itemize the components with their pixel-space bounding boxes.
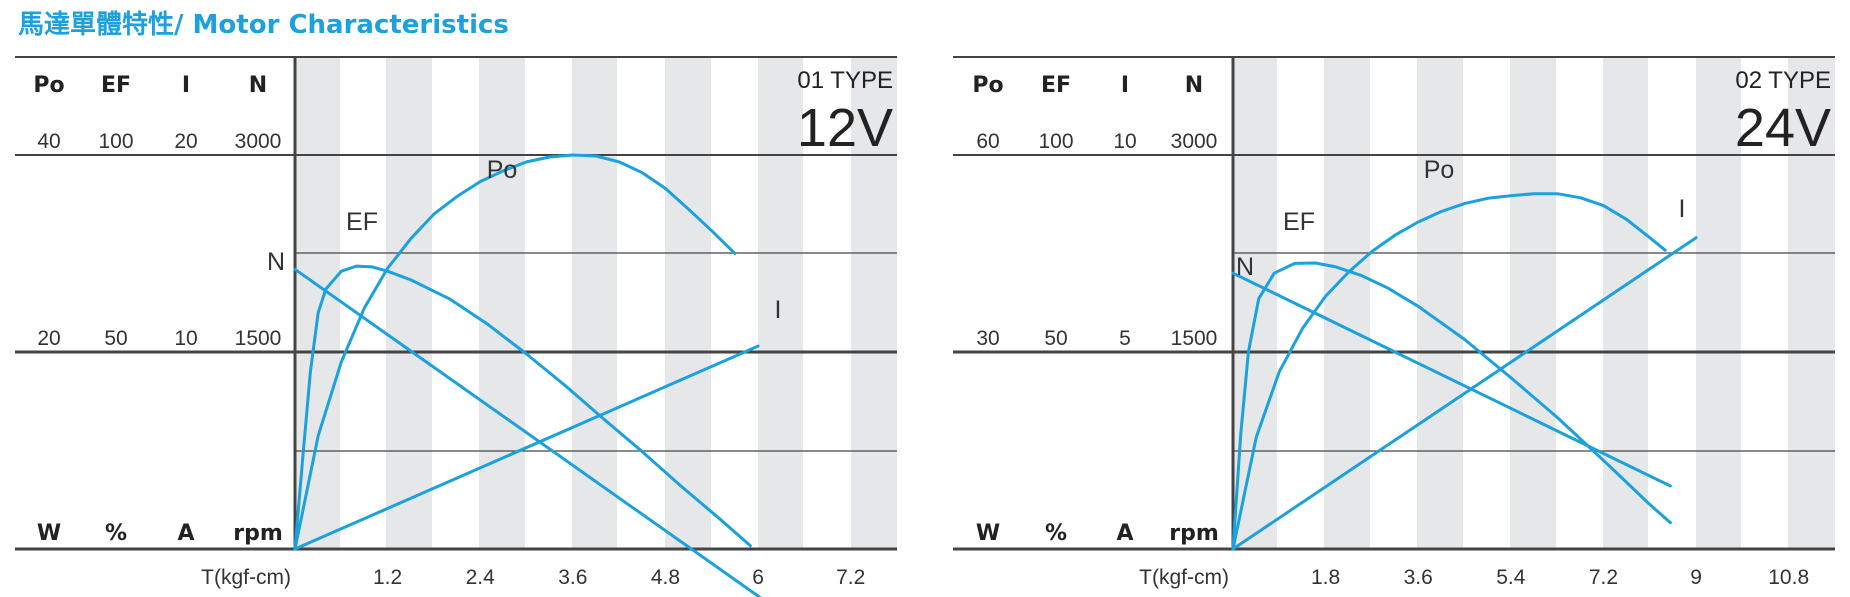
axis-header-po: Po	[972, 73, 1003, 98]
axis-mid-po: 30	[976, 327, 999, 350]
page-title: 馬達單體特性/ Motor Characteristics	[18, 10, 509, 40]
axis-max-n: 3000	[1171, 130, 1218, 153]
series-n-line	[293, 267, 763, 597]
grid-band	[1510, 57, 1556, 549]
type-label: 01 TYPE	[797, 67, 893, 94]
grid-band	[479, 57, 525, 549]
axis-mid-ef: 50	[104, 327, 127, 350]
axis-max-po: 40	[37, 130, 60, 153]
grid-band	[386, 57, 432, 549]
axis-unit-n: rpm	[233, 521, 283, 546]
x-tick-label: 6	[752, 566, 764, 589]
axis-unit-i: A	[1116, 521, 1133, 546]
x-tick-label: 7.2	[1589, 566, 1618, 589]
axis-unit-ef: %	[105, 521, 127, 546]
axis-unit-ef: %	[1045, 521, 1067, 546]
axis-max-po: 60	[976, 130, 999, 153]
axis-mid-po: 20	[37, 327, 60, 350]
grid-band	[572, 57, 617, 549]
type-label: 02 TYPE	[1735, 67, 1831, 94]
axis-unit-po: W	[37, 521, 61, 546]
series-i-line	[1231, 236, 1698, 551]
axis-max-i: 10	[1113, 130, 1136, 153]
series-i-label: I	[1679, 195, 1686, 223]
series-n-label: N	[1236, 253, 1254, 281]
x-tick-label: 4.8	[651, 566, 680, 589]
axis-mid-i: 10	[174, 327, 197, 350]
series-ef-label: EF	[346, 208, 378, 236]
series-ef-line	[1231, 261, 1672, 551]
axis-max-ef: 100	[98, 130, 133, 153]
series-po-label: Po	[487, 156, 518, 184]
x-axis-label: T(kgf-cm)	[201, 566, 291, 589]
series-i-line	[293, 344, 760, 551]
series-po-line	[293, 153, 737, 551]
axis-max-n: 3000	[235, 130, 282, 153]
grid-band	[1417, 57, 1463, 549]
x-axis-label: T(kgf-cm)	[1139, 566, 1229, 589]
x-tick-label: 1.2	[373, 566, 402, 589]
grid-band	[758, 57, 803, 549]
axis-unit-i: A	[177, 521, 194, 546]
axis-header-i: I	[1121, 73, 1129, 98]
x-tick-label: 7.2	[836, 566, 865, 589]
axis-header-n: N	[249, 73, 267, 98]
x-tick-label: 2.4	[466, 566, 496, 589]
axis-max-ef: 100	[1038, 130, 1073, 153]
grid-band	[1696, 57, 1741, 549]
axis-header-ef: EF	[1041, 73, 1071, 98]
x-tick-label: 3.6	[1404, 566, 1433, 589]
axis-header-n: N	[1185, 73, 1203, 98]
axis-mid-i: 5	[1119, 327, 1131, 350]
grid-band	[1603, 57, 1648, 549]
grid-band	[1788, 57, 1835, 549]
x-tick-label: 10.8	[1768, 566, 1809, 589]
grid-band	[851, 57, 897, 549]
series-po-label: Po	[1424, 156, 1455, 184]
x-tick-label: 3.6	[558, 566, 587, 589]
axis-header-po: Po	[33, 73, 64, 98]
axis-mid-n: 1500	[235, 327, 282, 350]
axis-max-i: 20	[174, 130, 197, 153]
axis-mid-ef: 50	[1044, 327, 1067, 350]
axis-unit-n: rpm	[1169, 521, 1219, 546]
x-tick-label: 5.4	[1496, 566, 1526, 589]
voltage-label: 12V	[797, 98, 893, 158]
series-i-label: I	[775, 296, 782, 324]
series-po-line	[1231, 192, 1667, 551]
series-ef-line	[293, 264, 752, 551]
series-n-line	[1231, 271, 1672, 488]
axis-mid-n: 1500	[1171, 327, 1218, 350]
axis-header-ef: EF	[101, 73, 131, 98]
x-tick-label: 9	[1690, 566, 1702, 589]
grid-band	[1324, 57, 1370, 549]
grid-band	[665, 57, 711, 549]
voltage-label: 24V	[1735, 98, 1831, 158]
series-ef-label: EF	[1283, 208, 1315, 236]
axis-unit-po: W	[976, 521, 1000, 546]
grid-band	[1233, 57, 1277, 549]
x-tick-label: 1.8	[1311, 566, 1340, 589]
axis-header-i: I	[182, 73, 190, 98]
series-n-label: N	[267, 248, 285, 276]
